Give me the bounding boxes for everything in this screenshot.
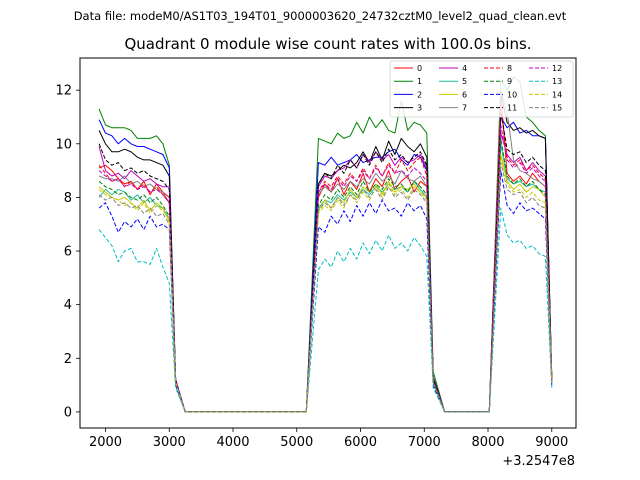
y-tick-label: 10 <box>55 137 72 152</box>
data-file-suptitle: Data file: modeM0/AS1T03_194T01_90000036… <box>74 9 567 23</box>
series-line-15 <box>98 162 553 413</box>
legend-label-8: 8 <box>507 64 512 73</box>
x-tick-label: 4000 <box>216 435 249 450</box>
y-tick-label: 8 <box>64 191 72 206</box>
legend-label-11: 11 <box>507 104 517 113</box>
legend-label-10: 10 <box>507 90 517 99</box>
chart-title: Quadrant 0 module wise count rates with … <box>124 35 531 53</box>
series-line-8 <box>98 103 553 413</box>
series-line-9 <box>98 137 553 413</box>
y-tick-label: 2 <box>64 352 72 367</box>
series-line-10 <box>98 170 553 413</box>
legend-label-4: 4 <box>462 64 467 73</box>
legend-label-12: 12 <box>552 64 562 73</box>
series-line-7 <box>98 89 553 413</box>
legend-label-2: 2 <box>417 90 422 99</box>
series-line-6 <box>98 154 553 413</box>
legend-label-15: 15 <box>552 104 562 113</box>
plot-lines <box>98 76 553 413</box>
x-tick-label: 5000 <box>280 435 313 450</box>
legend-label-6: 6 <box>462 90 467 99</box>
legend-box <box>389 60 574 118</box>
series-line-2 <box>98 116 553 413</box>
legend-label-0: 0 <box>417 64 422 73</box>
y-axis-ticks: 0 2 4 6 8 10 12 <box>55 84 80 420</box>
legend-label-14: 14 <box>552 90 562 99</box>
legend-label-1: 1 <box>417 77 422 86</box>
y-tick-label: 6 <box>64 245 72 260</box>
y-tick-label: 0 <box>64 405 72 420</box>
plot-frame <box>79 57 577 429</box>
series-line-0 <box>98 95 553 413</box>
x-tick-label: 9000 <box>535 435 568 450</box>
x-axis-ticks: 2000 3000 4000 5000 6000 7000 8000 9000 <box>89 428 568 450</box>
series-line-3 <box>98 92 553 413</box>
series-line-1 <box>98 76 553 413</box>
x-tick-label: 7000 <box>408 435 441 450</box>
series-line-13 <box>98 207 553 413</box>
legend-label-7: 7 <box>462 104 467 113</box>
y-tick-label: 12 <box>55 84 72 99</box>
x-offset-label: +3.2547e8 <box>502 454 575 469</box>
y-tick-label: 4 <box>64 298 72 313</box>
x-tick-label: 6000 <box>344 435 377 450</box>
series-line-4 <box>98 132 553 413</box>
legend-label-3: 3 <box>417 104 422 113</box>
legend-label-13: 13 <box>552 77 562 86</box>
series-line-12 <box>98 124 553 413</box>
x-tick-label: 8000 <box>471 435 504 450</box>
legend-label-5: 5 <box>462 77 467 86</box>
x-tick-label: 3000 <box>153 435 186 450</box>
x-tick-label: 2000 <box>89 435 122 450</box>
legend-label-9: 9 <box>507 77 512 86</box>
